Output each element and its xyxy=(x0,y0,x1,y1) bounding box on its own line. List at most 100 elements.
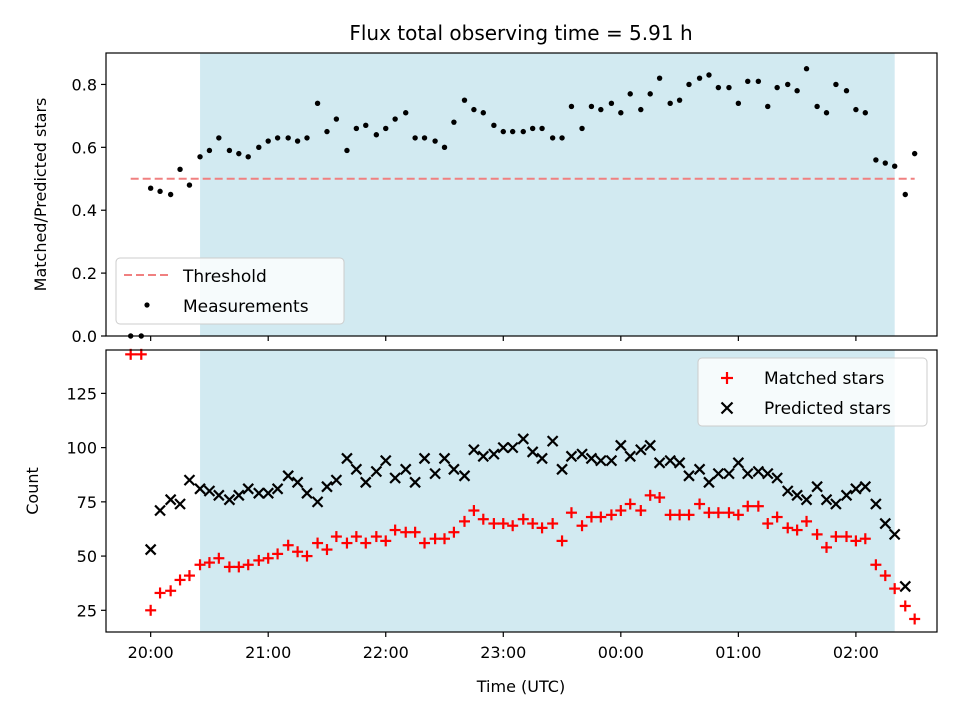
measurement-point xyxy=(814,103,820,110)
measurement-point xyxy=(509,128,516,135)
predicted-star-marker xyxy=(213,489,225,502)
matched-star-marker xyxy=(203,557,215,569)
measurement-point xyxy=(383,125,389,132)
predicted-star-marker xyxy=(242,483,254,495)
top-legend: Threshold Measurements xyxy=(115,257,345,325)
legend-matched-label: Matched stars xyxy=(764,369,884,389)
predicted-star-marker xyxy=(203,485,216,497)
predicted-star-marker xyxy=(154,504,166,517)
predicted-star-marker xyxy=(683,470,695,482)
predicted-star-marker xyxy=(595,454,607,467)
measurement-point xyxy=(216,135,222,141)
bottom-x-tick-label: 02:00 xyxy=(833,643,879,662)
matched-star-marker xyxy=(330,531,342,543)
predicted-star-marker xyxy=(673,457,686,469)
matched-star-marker xyxy=(272,548,284,560)
matched-star-marker xyxy=(595,511,607,523)
top-y-tick-label: 0.4 xyxy=(72,201,97,220)
count-panel: 25 50 75 100 125 20:00 21:00 22:00 23:00 00:00 01… xyxy=(23,348,938,696)
matched-star-marker xyxy=(183,570,195,582)
predicted-star-marker xyxy=(271,483,284,495)
matched-star-marker xyxy=(830,531,842,543)
matched-star-marker xyxy=(821,541,833,553)
predicted-star-marker xyxy=(418,452,431,465)
measurement-point xyxy=(441,144,448,151)
measurement-points xyxy=(127,66,918,339)
measurement-point xyxy=(676,97,683,103)
predicted-star-marker xyxy=(840,489,853,502)
measurement-point xyxy=(765,103,771,110)
measurement-point xyxy=(549,135,556,141)
measurement-point xyxy=(618,110,624,116)
bottom-y-ticks: 25 50 75 100 125 xyxy=(66,384,106,620)
predicted-star-marker xyxy=(771,472,783,484)
matched-star-marker xyxy=(723,507,735,519)
measurement-point xyxy=(265,138,271,144)
predicted-star-marker xyxy=(477,450,490,463)
measurement-point xyxy=(686,81,692,88)
measurement-point xyxy=(186,182,193,188)
matched-star-marker xyxy=(850,535,862,547)
matched-star-marker xyxy=(468,505,480,517)
measurement-point xyxy=(559,135,565,141)
predicted-star-marker xyxy=(194,483,206,495)
predicted-star-marker xyxy=(262,487,274,499)
predicted-star-marker xyxy=(791,489,803,502)
matched-star-points xyxy=(125,348,921,625)
predicted-star-marker xyxy=(693,463,706,476)
measurement-point xyxy=(373,132,380,138)
matched-star-marker xyxy=(312,537,324,549)
top-y-tick-label: 0.6 xyxy=(72,138,97,157)
measurement-point xyxy=(491,122,497,129)
matched-star-marker xyxy=(654,492,666,504)
measurement-point xyxy=(794,88,800,94)
bottom-x-tick-label: 22:00 xyxy=(363,643,409,662)
predicted-star-marker xyxy=(879,517,892,530)
predicted-star-marker xyxy=(330,474,343,486)
predicted-star-marker xyxy=(741,467,754,480)
measurement-point xyxy=(735,100,742,107)
matched-star-marker xyxy=(135,348,147,360)
predicted-star-marker xyxy=(399,463,412,476)
matched-star-marker xyxy=(782,522,794,534)
matched-star-marker xyxy=(840,531,852,543)
bottom-y-tick-label: 25 xyxy=(77,601,97,620)
measurement-point xyxy=(853,106,859,113)
measurement-point xyxy=(579,125,585,132)
matched-star-marker xyxy=(859,533,871,545)
measurement-point xyxy=(344,147,350,154)
matched-star-marker xyxy=(419,537,431,549)
matched-star-marker xyxy=(517,513,529,525)
measurement-point xyxy=(882,160,888,166)
matched-star-marker xyxy=(389,524,401,536)
matched-star-marker xyxy=(565,507,577,519)
matched-star-marker xyxy=(752,500,764,512)
measurement-point xyxy=(608,100,615,107)
matched-star-marker xyxy=(429,533,441,545)
matched-star-marker xyxy=(527,518,539,530)
predicted-star-marker xyxy=(370,465,383,478)
matched-star-marker xyxy=(732,509,744,521)
predicted-star-marker xyxy=(546,435,559,447)
predicted-star-marker xyxy=(644,439,656,452)
measurement-point xyxy=(392,116,398,122)
matched-star-marker xyxy=(497,518,509,530)
predicted-star-marker xyxy=(497,441,510,454)
predicted-star-marker xyxy=(635,444,647,456)
top-legend-box xyxy=(115,257,345,325)
predicted-star-marker xyxy=(830,498,842,510)
measurement-point xyxy=(432,138,438,144)
measurement-point xyxy=(236,150,242,157)
matched-star-marker xyxy=(213,552,225,564)
top-x-ticks xyxy=(150,336,857,341)
predicted-star-marker xyxy=(223,493,236,506)
predicted-star-marker xyxy=(350,463,363,476)
measurement-point xyxy=(706,72,712,78)
measurement-point xyxy=(461,97,468,103)
predicted-star-marker xyxy=(359,476,372,489)
bottom-x-tick-label: 00:00 xyxy=(598,643,644,662)
measurement-point xyxy=(294,138,301,144)
bottom-x-tick-label: 01:00 xyxy=(715,643,761,662)
ratio-panel: 0.00.20.40.60.8 Matched/Predicted stars … xyxy=(31,52,938,346)
measurement-point xyxy=(647,91,653,97)
